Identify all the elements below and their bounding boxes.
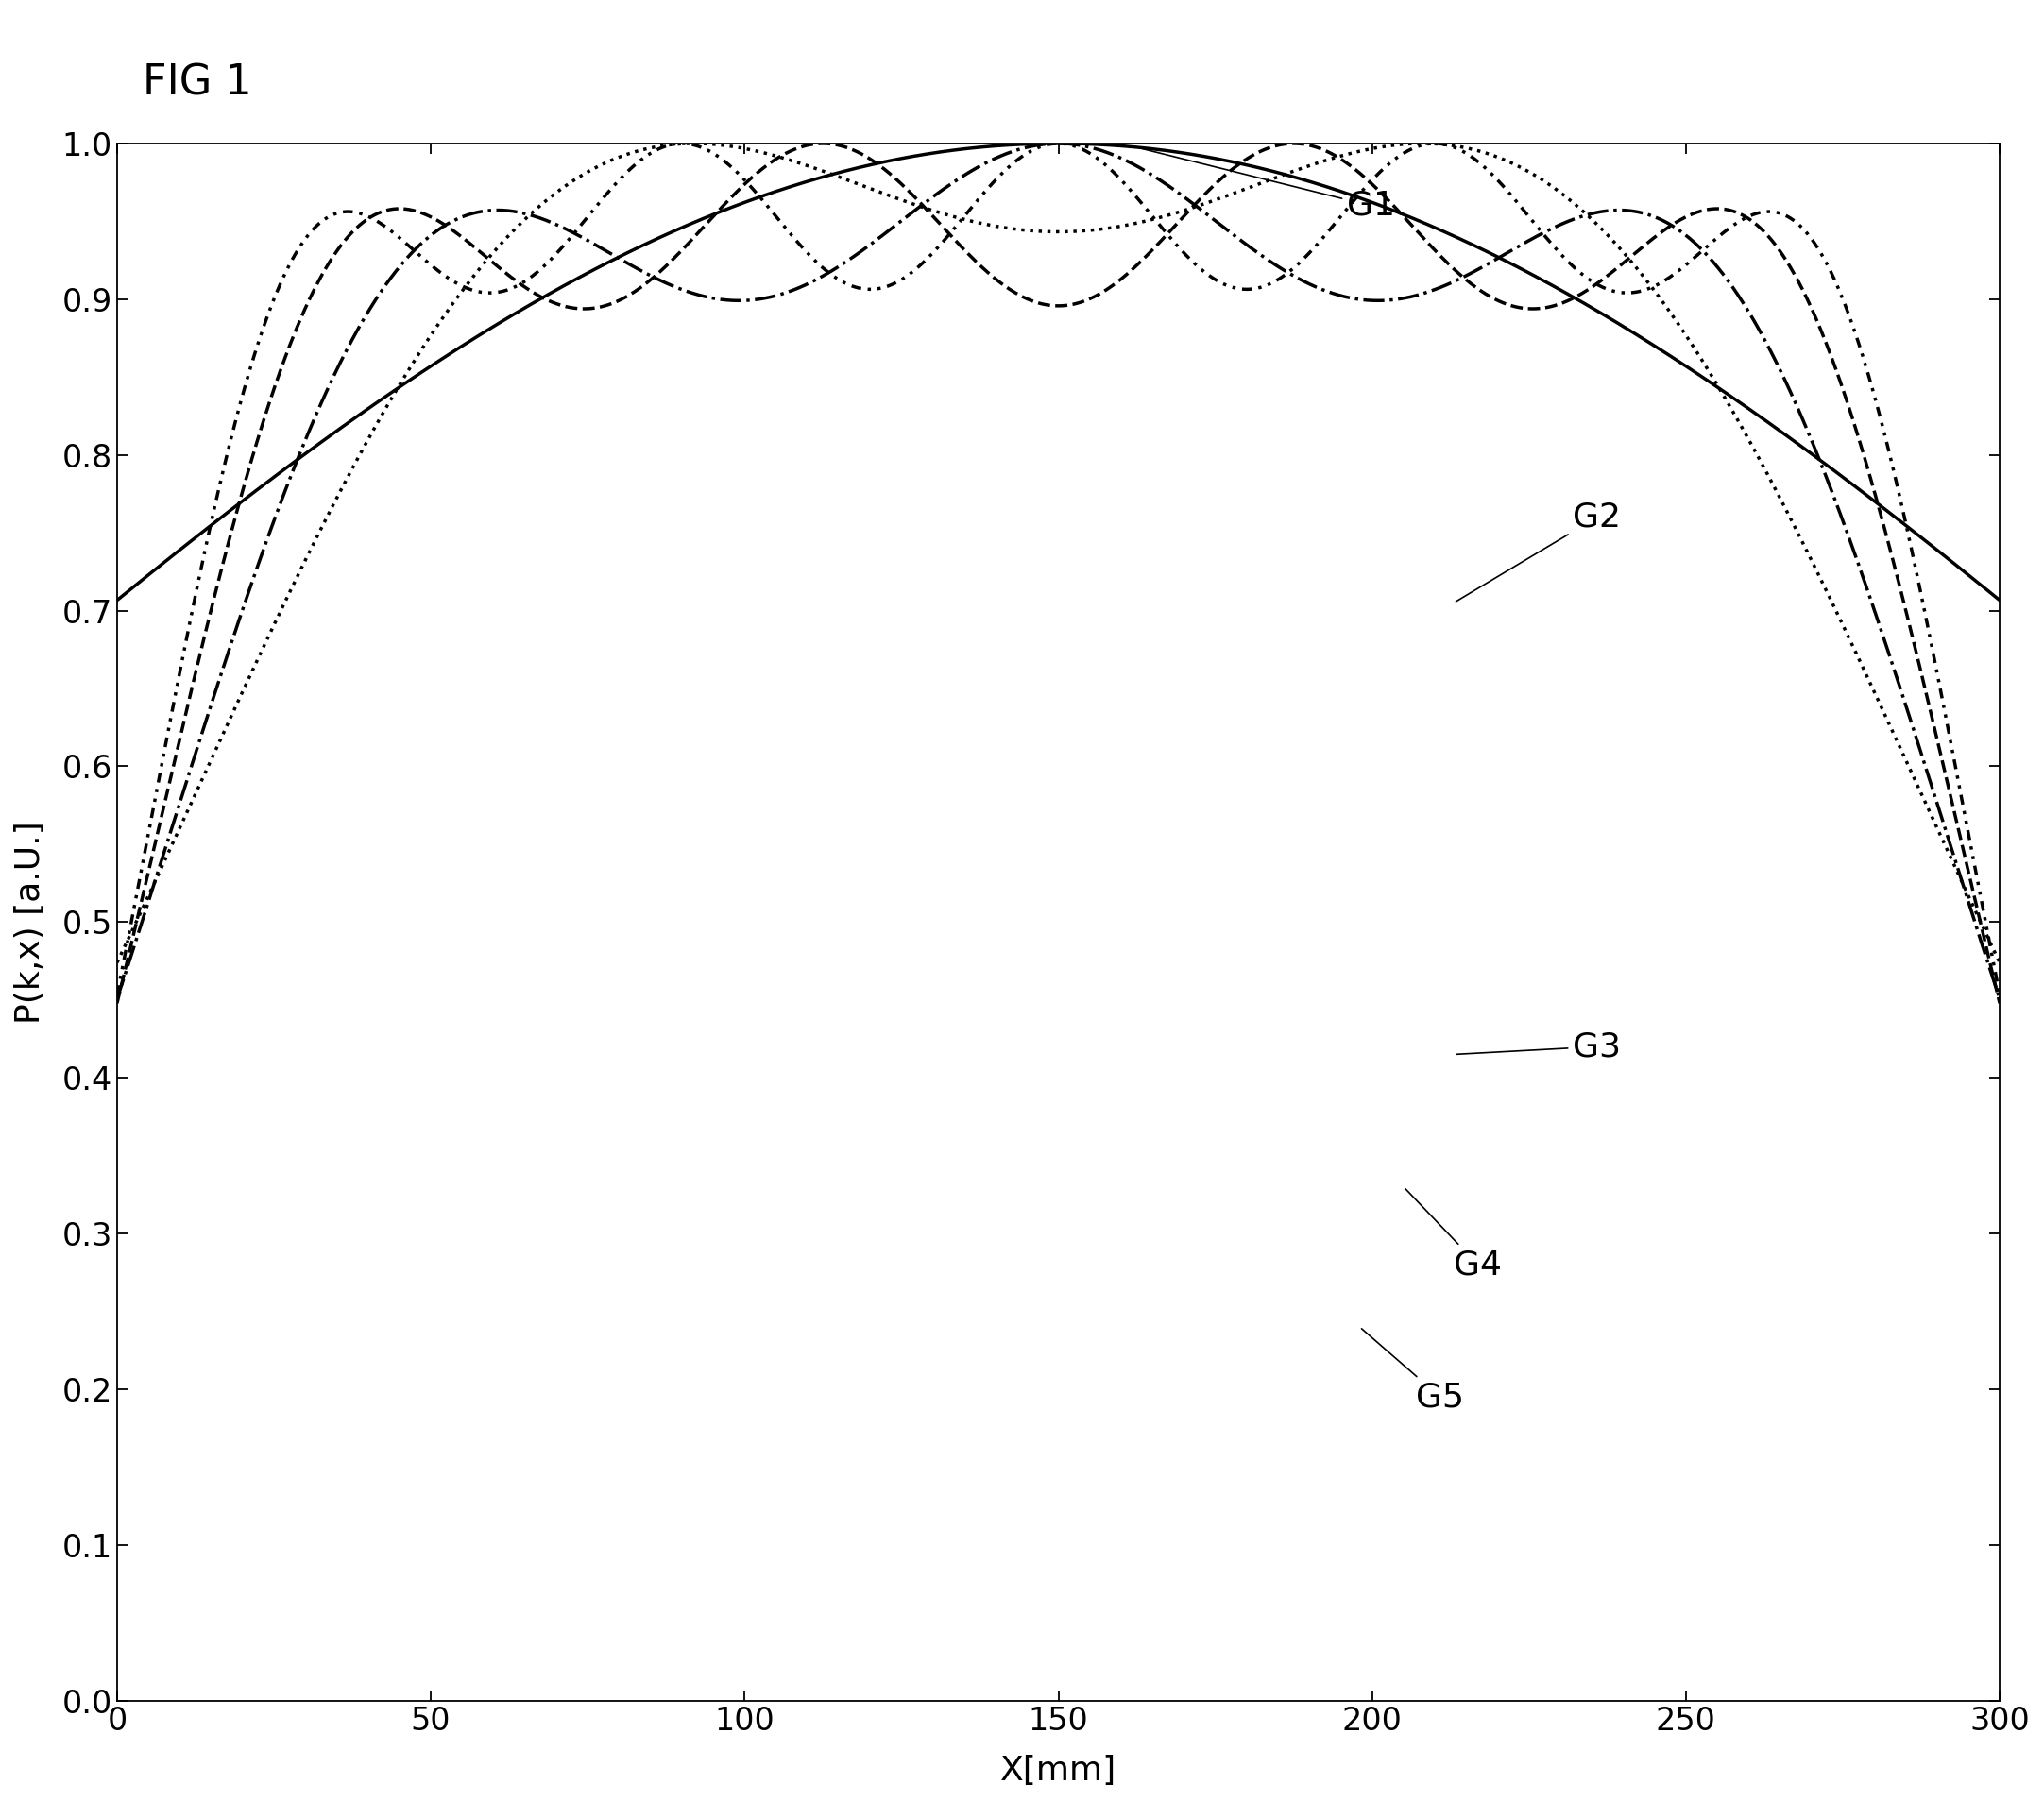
- Y-axis label: P(k,x) [a.U.]: P(k,x) [a.U.]: [14, 821, 47, 1023]
- Text: G1: G1: [1143, 149, 1396, 222]
- Text: FIG 1: FIG 1: [143, 63, 251, 104]
- Text: G4: G4: [1406, 1189, 1502, 1281]
- Text: G2: G2: [1455, 501, 1621, 602]
- Text: G3: G3: [1457, 1030, 1621, 1063]
- X-axis label: X[mm]: X[mm]: [1000, 1754, 1116, 1787]
- Text: G5: G5: [1361, 1329, 1464, 1414]
